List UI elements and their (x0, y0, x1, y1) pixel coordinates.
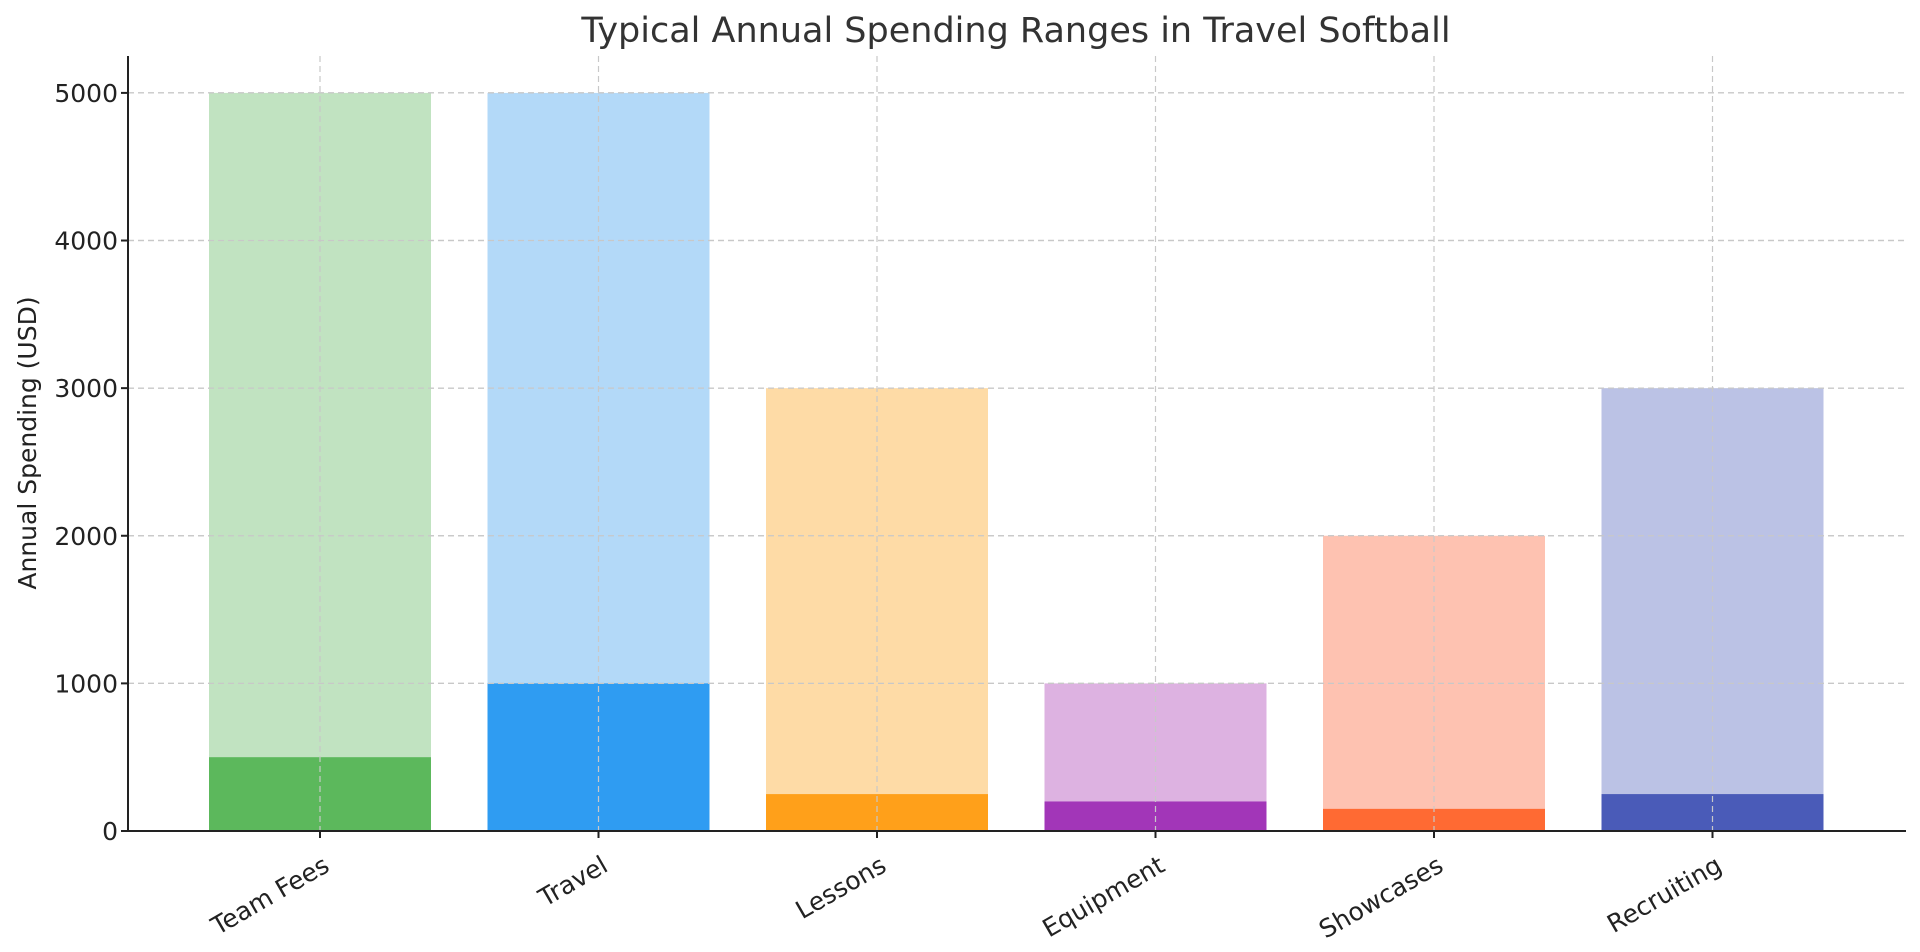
x-tick-label: Travel (533, 850, 613, 913)
y-tick-labels: 0 1000 2000 3000 4000 5000 (54, 79, 118, 846)
y-tick-label: 3000 (54, 374, 118, 403)
bars-high-range (209, 92, 1824, 831)
x-tick-label: Showcases (1314, 850, 1448, 944)
x-tick-label: Recruiting (1602, 850, 1726, 939)
chart-title: Typical Annual Spending Ranges in Travel… (580, 11, 1450, 51)
axes (121, 56, 1906, 838)
grid-lines-overlay (128, 56, 1906, 831)
y-tick-label: 2000 (54, 522, 118, 551)
y-tick-label: 5000 (54, 79, 118, 108)
bars-low-range (209, 683, 1824, 831)
x-tick-labels: Team Fees Travel Lessons Equipment Showcases… (205, 850, 1726, 944)
x-tick-label: Lessons (791, 850, 891, 925)
y-tick-label: 4000 (54, 227, 118, 256)
x-tick-label: Team Fees (205, 850, 334, 941)
y-tick-label: 0 (102, 817, 118, 846)
x-tick-label: Equipment (1037, 850, 1169, 943)
y-tick-label: 1000 (54, 669, 118, 698)
y-axis-label: Annual Spending (USD) (13, 296, 42, 589)
